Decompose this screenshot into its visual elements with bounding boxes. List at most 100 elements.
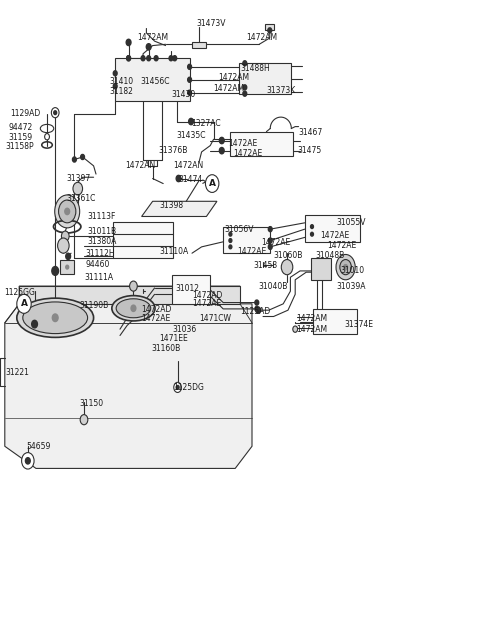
Circle shape xyxy=(229,245,232,249)
Text: 31435C: 31435C xyxy=(177,131,206,140)
Text: 31488H: 31488H xyxy=(240,64,270,73)
Circle shape xyxy=(268,227,272,232)
Circle shape xyxy=(58,238,69,253)
Text: 31040B: 31040B xyxy=(258,282,288,291)
Circle shape xyxy=(52,266,59,275)
Polygon shape xyxy=(5,286,252,468)
Circle shape xyxy=(72,157,76,162)
Circle shape xyxy=(32,320,37,328)
Text: 31410: 31410 xyxy=(109,77,133,85)
Circle shape xyxy=(51,108,59,118)
Text: 31474: 31474 xyxy=(179,175,203,184)
Text: 1472AM: 1472AM xyxy=(297,314,328,323)
Circle shape xyxy=(130,281,137,291)
Bar xyxy=(313,309,357,334)
Circle shape xyxy=(340,260,351,275)
Circle shape xyxy=(311,225,313,229)
Circle shape xyxy=(66,253,71,260)
Ellipse shape xyxy=(112,296,155,321)
Text: 31374E: 31374E xyxy=(345,320,373,329)
Text: 31113F: 31113F xyxy=(87,212,116,221)
Circle shape xyxy=(169,56,173,61)
Text: 31380A: 31380A xyxy=(87,237,117,246)
Circle shape xyxy=(205,175,219,192)
Text: 31453: 31453 xyxy=(253,261,278,270)
Circle shape xyxy=(219,147,224,154)
Polygon shape xyxy=(19,286,240,304)
Text: 31376B: 31376B xyxy=(158,146,188,155)
Text: 31112H: 31112H xyxy=(85,249,115,258)
Text: 31473V: 31473V xyxy=(196,19,226,28)
Ellipse shape xyxy=(23,302,88,334)
Text: 1327AC: 1327AC xyxy=(191,119,221,128)
Circle shape xyxy=(281,260,293,275)
Text: 31190B: 31190B xyxy=(79,301,108,310)
Text: 31060B: 31060B xyxy=(274,251,303,260)
Text: 31159: 31159 xyxy=(9,133,33,142)
Circle shape xyxy=(59,200,76,223)
Text: 1472AE: 1472AE xyxy=(238,247,267,256)
Text: A: A xyxy=(21,299,27,308)
Text: 31160B: 31160B xyxy=(151,344,180,353)
Ellipse shape xyxy=(116,299,151,318)
Circle shape xyxy=(344,265,348,270)
Circle shape xyxy=(176,385,179,389)
Text: 1472AM: 1472AM xyxy=(214,84,245,93)
Text: 1472AM: 1472AM xyxy=(218,73,250,82)
Bar xyxy=(223,227,270,253)
Circle shape xyxy=(311,232,313,236)
Circle shape xyxy=(268,244,272,249)
Circle shape xyxy=(255,306,259,311)
Text: 1125GG: 1125GG xyxy=(4,288,35,297)
Text: 31010: 31010 xyxy=(341,266,365,275)
Circle shape xyxy=(174,382,181,392)
Text: 1472AN: 1472AN xyxy=(125,161,155,170)
Text: 1472AN: 1472AN xyxy=(173,161,203,170)
Circle shape xyxy=(154,56,158,61)
Circle shape xyxy=(81,154,84,160)
Bar xyxy=(230,132,293,156)
Circle shape xyxy=(61,231,69,241)
Circle shape xyxy=(127,56,131,61)
Text: 31467: 31467 xyxy=(299,128,323,137)
Text: 31182: 31182 xyxy=(109,87,133,96)
Text: 1472AM: 1472AM xyxy=(246,34,277,42)
Text: 1472AD: 1472AD xyxy=(142,305,172,314)
Bar xyxy=(311,258,331,280)
Circle shape xyxy=(268,28,272,33)
Text: 1471EE: 1471EE xyxy=(159,334,188,343)
Text: 31111A: 31111A xyxy=(84,273,113,282)
Circle shape xyxy=(268,238,272,243)
Text: 94472: 94472 xyxy=(9,123,33,132)
Circle shape xyxy=(229,239,232,242)
Circle shape xyxy=(255,300,259,305)
Circle shape xyxy=(220,138,224,143)
Circle shape xyxy=(147,56,151,61)
Text: A: A xyxy=(209,179,216,188)
Text: 31039A: 31039A xyxy=(336,282,365,291)
Circle shape xyxy=(127,56,131,61)
Bar xyxy=(172,275,210,304)
Circle shape xyxy=(113,71,117,76)
Text: 31361C: 31361C xyxy=(66,194,96,203)
Circle shape xyxy=(256,307,261,313)
Bar xyxy=(239,63,291,94)
Circle shape xyxy=(173,56,177,61)
Circle shape xyxy=(66,265,69,269)
Bar xyxy=(305,215,360,242)
Text: 1472AE: 1472AE xyxy=(233,149,262,158)
Text: 1129AD: 1129AD xyxy=(11,110,41,118)
Circle shape xyxy=(131,305,136,311)
Circle shape xyxy=(25,458,30,464)
Circle shape xyxy=(73,182,83,195)
Text: 1472AE: 1472AE xyxy=(192,299,221,308)
Text: 1125DG: 1125DG xyxy=(173,383,204,392)
Text: 31036: 31036 xyxy=(173,325,197,334)
Circle shape xyxy=(176,175,181,182)
Bar xyxy=(192,42,206,48)
Circle shape xyxy=(54,111,57,115)
Circle shape xyxy=(45,134,49,140)
Text: 94460: 94460 xyxy=(85,260,110,269)
Circle shape xyxy=(243,91,247,96)
Text: 1472AE: 1472AE xyxy=(142,314,171,323)
